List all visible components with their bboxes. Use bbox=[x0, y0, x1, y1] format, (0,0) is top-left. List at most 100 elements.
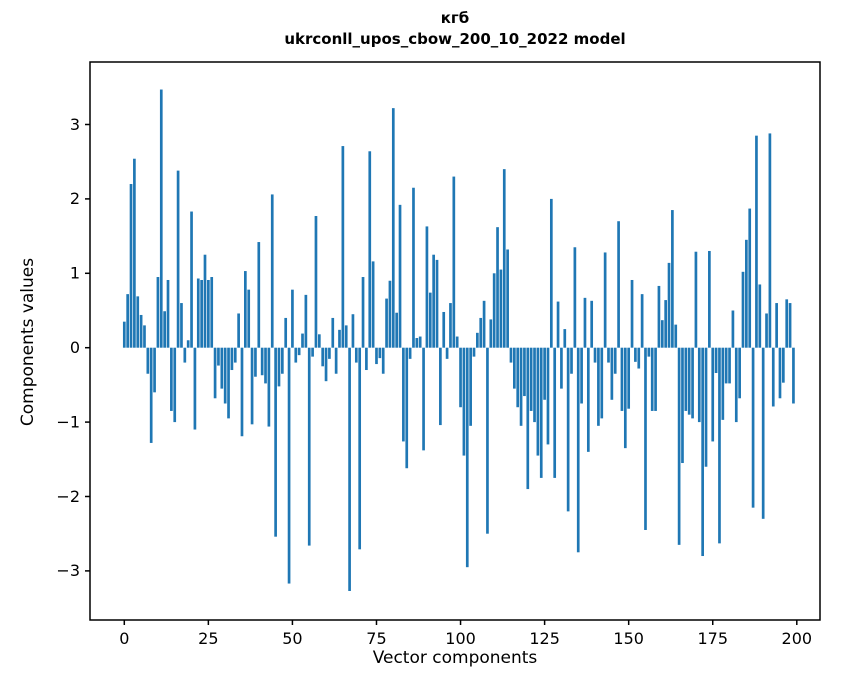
bar bbox=[435, 259, 439, 348]
chart-subtitle: ukrconll_upos_cbow_200_10_2022 model bbox=[284, 30, 626, 48]
bar bbox=[244, 271, 247, 348]
bar bbox=[674, 324, 678, 348]
bar bbox=[139, 314, 143, 348]
bar bbox=[287, 347, 291, 584]
bar bbox=[771, 347, 775, 407]
bar bbox=[149, 347, 153, 443]
bar bbox=[660, 320, 664, 348]
bar bbox=[220, 347, 224, 389]
bar bbox=[529, 347, 533, 411]
bar bbox=[334, 347, 338, 374]
bar bbox=[348, 347, 351, 591]
bar bbox=[361, 277, 365, 348]
y-tick-label: 2 bbox=[70, 189, 80, 208]
bar bbox=[533, 347, 536, 423]
bar bbox=[677, 347, 681, 545]
bar bbox=[462, 347, 466, 456]
bar bbox=[311, 347, 314, 357]
tick-labels-group: 0 25 50 75 100 125 150 175 200 3 2 1 0 −1 −2 −3 bbox=[56, 115, 812, 648]
bar bbox=[250, 347, 254, 425]
bar bbox=[549, 198, 553, 348]
bar bbox=[691, 347, 694, 419]
bar bbox=[207, 279, 210, 348]
bar bbox=[439, 347, 442, 426]
y-tick-label: 0 bbox=[70, 338, 80, 357]
x-tick-label: 25 bbox=[198, 629, 218, 648]
bar bbox=[671, 210, 674, 348]
ticks-group bbox=[85, 123, 798, 625]
bar bbox=[284, 317, 288, 348]
bar bbox=[260, 347, 264, 376]
bar bbox=[156, 277, 160, 348]
bar bbox=[254, 347, 257, 377]
bar bbox=[304, 294, 308, 348]
bar bbox=[563, 329, 567, 348]
bar bbox=[375, 347, 378, 365]
bar bbox=[297, 347, 301, 356]
bar bbox=[519, 347, 523, 426]
bar bbox=[597, 347, 600, 426]
bar bbox=[371, 261, 375, 348]
bar bbox=[459, 347, 462, 408]
bar bbox=[183, 347, 187, 363]
bar bbox=[402, 347, 405, 442]
bar bbox=[617, 221, 620, 348]
bar bbox=[240, 347, 244, 437]
bar bbox=[600, 347, 604, 419]
bar bbox=[432, 254, 435, 348]
bar bbox=[560, 347, 563, 389]
bar bbox=[755, 135, 758, 348]
bar bbox=[217, 347, 220, 366]
bar bbox=[368, 151, 372, 348]
bar bbox=[338, 329, 341, 348]
bar bbox=[314, 216, 318, 348]
x-tick-label: 100 bbox=[445, 629, 476, 648]
bar bbox=[782, 347, 785, 383]
bar bbox=[193, 347, 197, 430]
bar bbox=[200, 279, 203, 348]
bar bbox=[166, 279, 170, 348]
bar bbox=[270, 194, 274, 348]
bar bbox=[455, 336, 459, 348]
bar bbox=[721, 347, 725, 420]
bar bbox=[465, 347, 469, 568]
bar bbox=[748, 208, 752, 348]
chart-title-block: кгб ukrconll_upos_cbow_200_10_2022 model bbox=[90, 8, 820, 50]
bar bbox=[378, 347, 382, 359]
bar bbox=[153, 347, 156, 393]
x-tick-label: 50 bbox=[282, 629, 302, 648]
bar bbox=[354, 347, 358, 363]
bar bbox=[751, 347, 755, 508]
bar bbox=[159, 89, 163, 348]
bar bbox=[785, 299, 789, 348]
bar bbox=[701, 347, 704, 557]
bar bbox=[556, 301, 560, 348]
bar bbox=[445, 347, 449, 359]
bar bbox=[728, 347, 731, 384]
bar bbox=[129, 184, 133, 348]
bar bbox=[684, 347, 688, 411]
bar bbox=[428, 292, 432, 348]
bar bbox=[173, 347, 177, 423]
bar bbox=[398, 204, 402, 348]
bar bbox=[516, 347, 520, 408]
bar bbox=[227, 347, 230, 419]
bar bbox=[267, 347, 271, 427]
bar bbox=[543, 347, 546, 400]
bar bbox=[731, 310, 735, 348]
bar bbox=[449, 303, 452, 348]
bar bbox=[502, 169, 506, 348]
bar bbox=[637, 347, 641, 369]
bar bbox=[708, 250, 711, 348]
bar bbox=[317, 334, 321, 348]
bar bbox=[418, 336, 422, 348]
bar bbox=[694, 251, 698, 348]
bar bbox=[758, 284, 762, 348]
bar bbox=[704, 347, 708, 467]
bar bbox=[640, 294, 644, 348]
bar bbox=[186, 340, 190, 348]
bar bbox=[291, 289, 294, 348]
bar bbox=[196, 278, 200, 348]
bar bbox=[391, 108, 395, 348]
bar bbox=[650, 347, 654, 411]
